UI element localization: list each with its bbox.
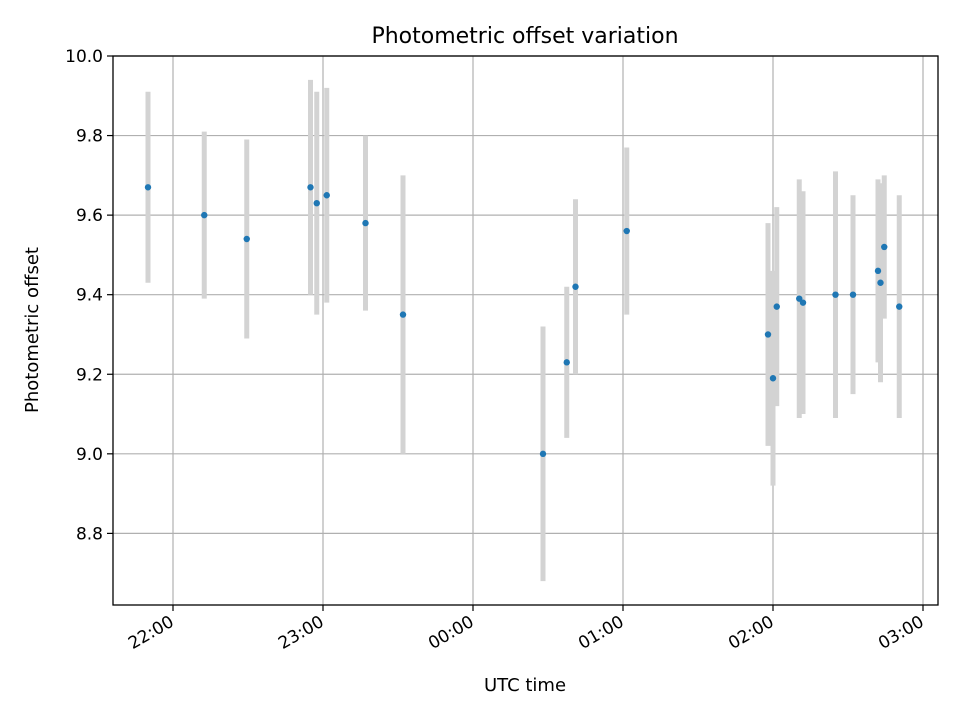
- error-bars: [145, 79, 902, 582]
- y-tick-label: 8.8: [76, 524, 103, 544]
- data-point: [201, 211, 208, 219]
- y-tick-label: 9.8: [76, 127, 103, 147]
- data-point: [849, 291, 857, 298]
- data-point: [144, 184, 152, 191]
- chart-title: Photometric offset variation: [371, 24, 678, 49]
- data-point: [623, 227, 630, 235]
- x-tick-label: 03:00: [875, 612, 927, 654]
- data-point: [896, 303, 903, 310]
- grid-lines: [113, 55, 938, 605]
- x-axis: 22:00 23:00 00:00 01:00 02:00 03:00: [125, 605, 928, 654]
- x-tick-label: 22:00: [125, 612, 177, 654]
- x-tick-label: 02:00: [725, 612, 777, 654]
- data-point: [799, 299, 807, 306]
- data-point: [877, 279, 884, 286]
- data-point: [832, 291, 839, 298]
- y-tick-label: 9.4: [76, 286, 103, 306]
- data-point: [773, 303, 780, 310]
- data-point: [796, 295, 803, 302]
- data-point: [874, 267, 882, 275]
- data-point: [572, 283, 579, 290]
- data-point: [313, 199, 320, 207]
- data-point: [307, 184, 314, 191]
- data-point: [243, 235, 250, 243]
- y-tick-label: 9.0: [76, 445, 103, 465]
- data-point: [362, 219, 369, 227]
- y-axis: 8.8 9.0 9.2 9.4 9.6 9.8 10.0: [65, 47, 113, 544]
- y-tick-label: 9.6: [76, 206, 103, 226]
- data-point: [769, 375, 777, 382]
- y-tick-label: 9.2: [76, 365, 103, 385]
- data-points: [144, 184, 903, 458]
- data-point: [399, 311, 407, 318]
- x-axis-label: UTC time: [484, 675, 566, 696]
- x-tick-label: 23:00: [275, 612, 327, 654]
- data-point: [323, 192, 330, 199]
- data-point: [881, 243, 888, 251]
- data-point: [539, 450, 547, 458]
- plot-frame: [112, 55, 939, 606]
- data-point: [563, 359, 570, 366]
- y-tick-label: 10.0: [65, 47, 103, 67]
- data-point: [764, 331, 772, 338]
- y-axis-label: Photometric offset: [22, 247, 43, 413]
- x-tick-label: 01:00: [575, 612, 627, 654]
- x-tick-label: 00:00: [425, 612, 477, 654]
